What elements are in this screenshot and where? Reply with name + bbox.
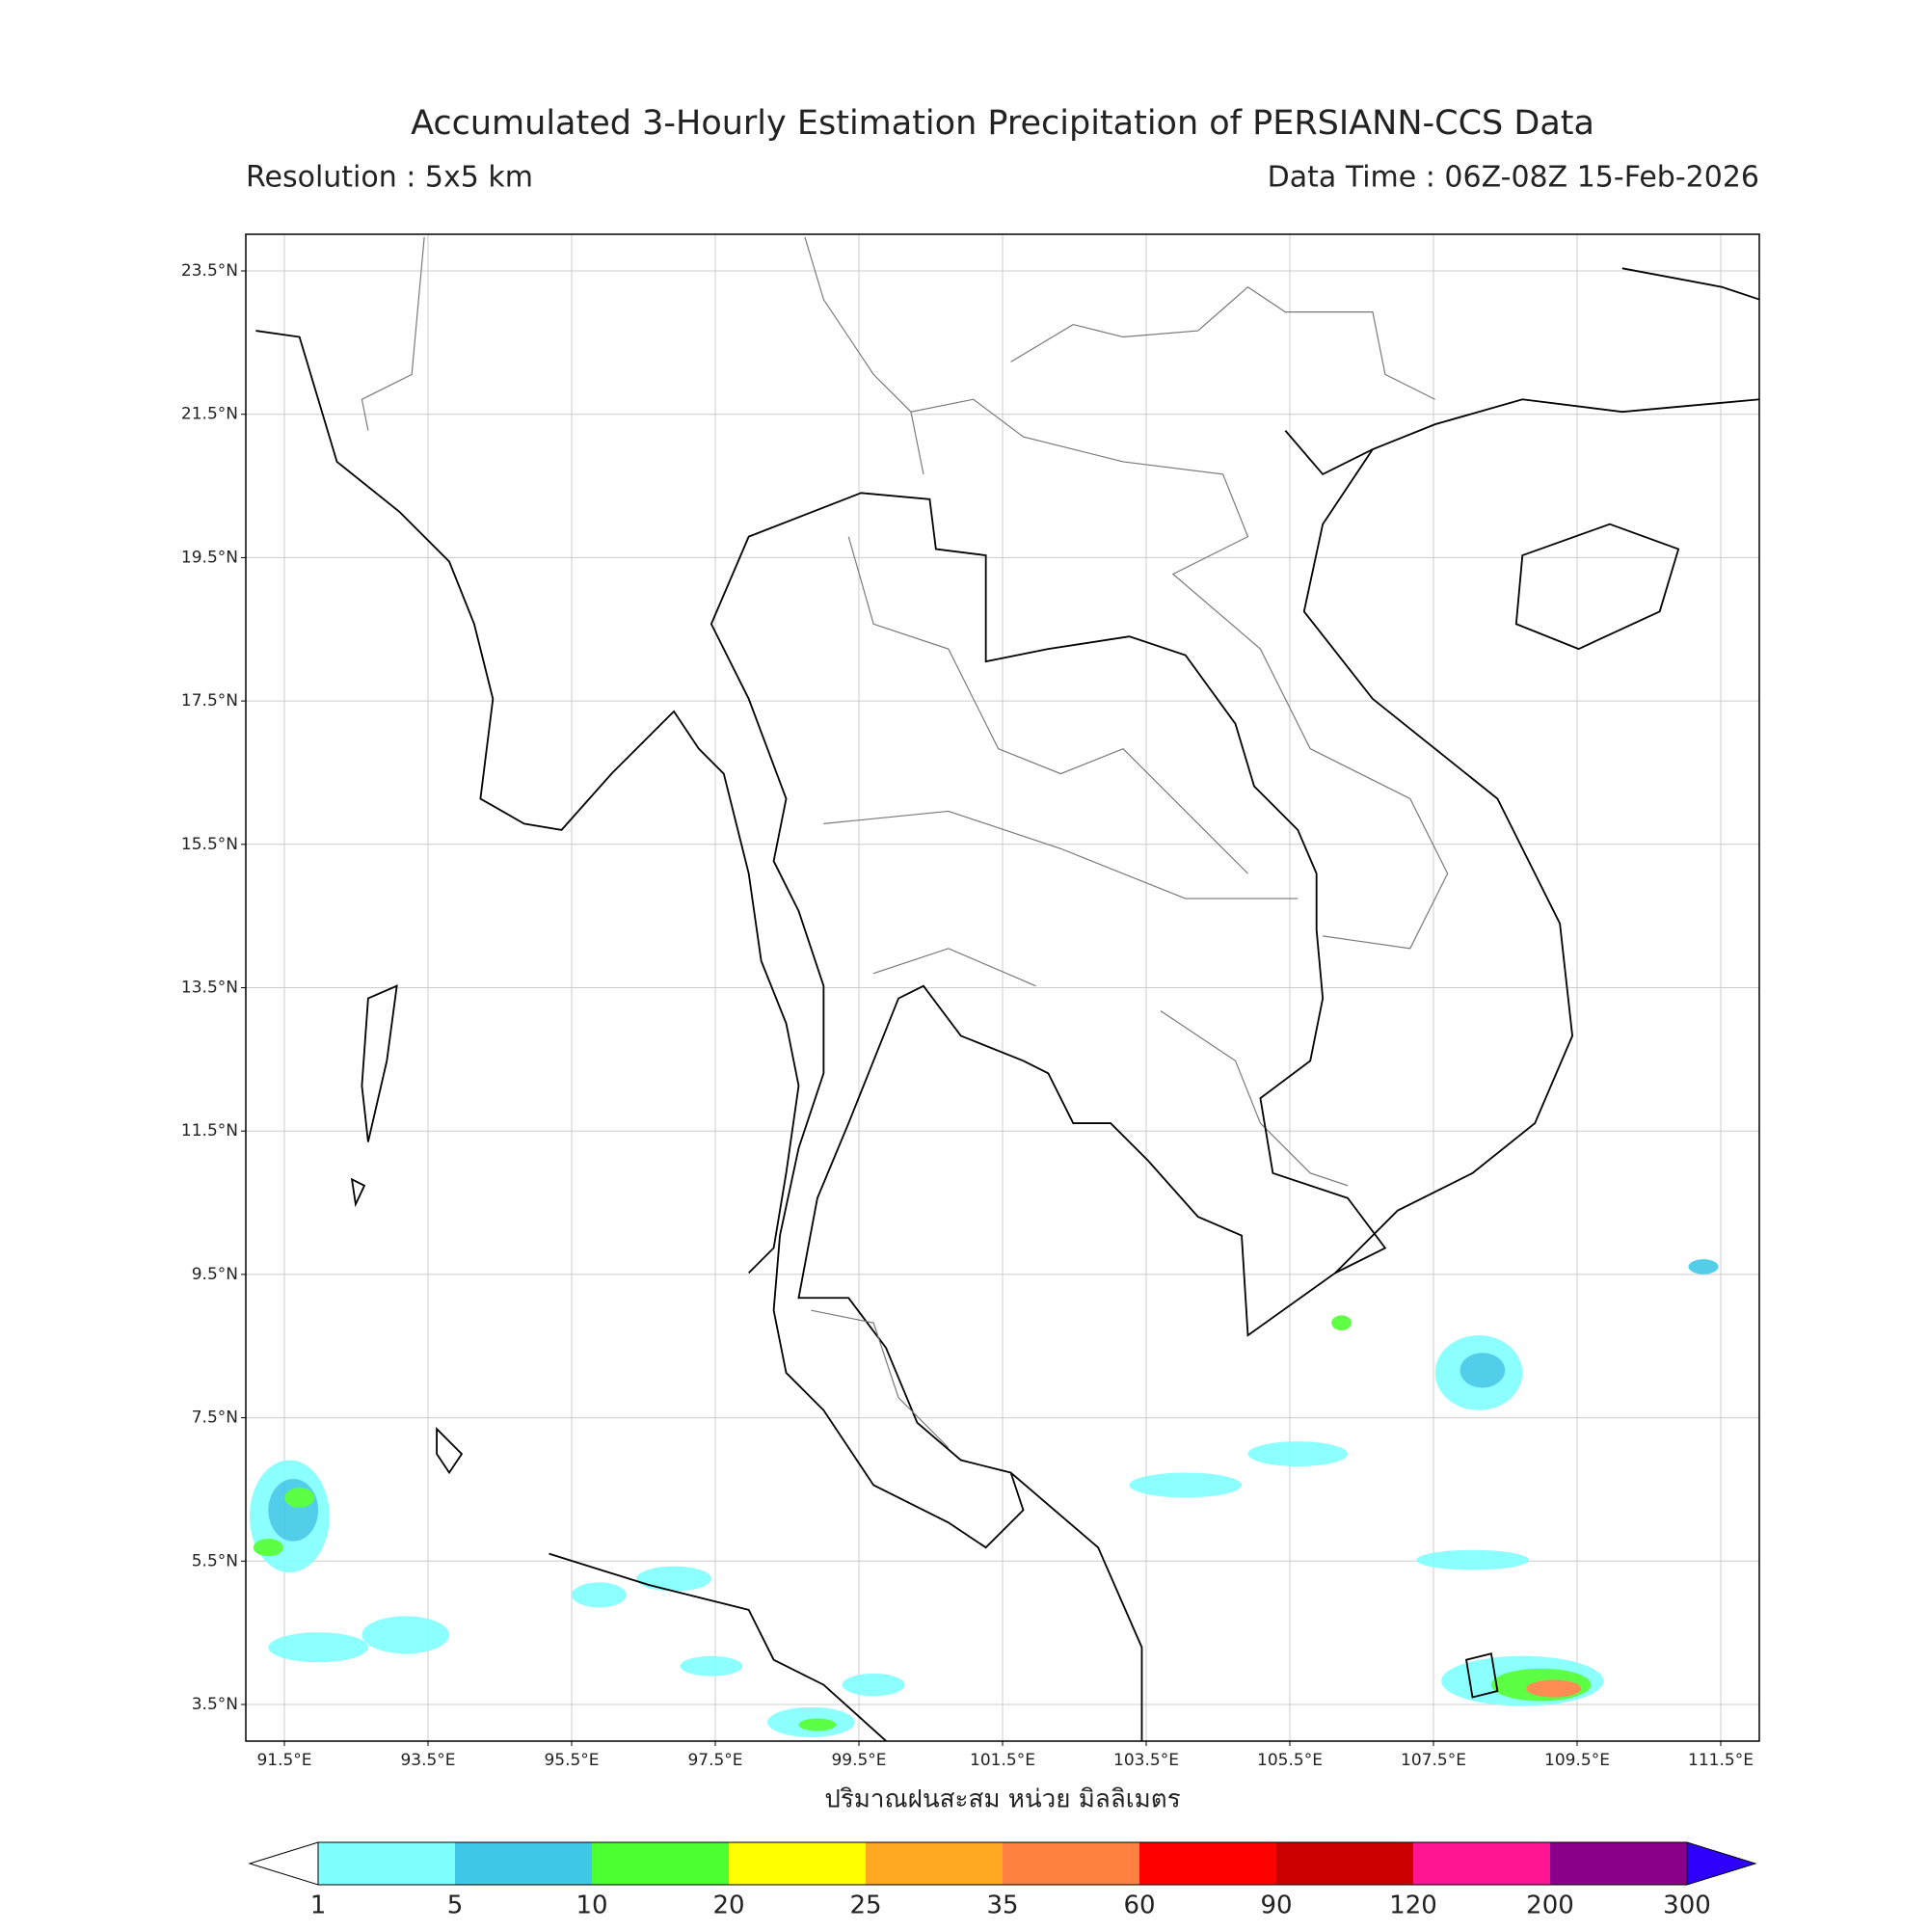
lat-tick-label: 19.5°N [181, 548, 238, 567]
colorbar: 1 5 10 20 25 35 60 90 120 200 300 [248, 1841, 1757, 1920]
x-axis-label: ปริมาณฝนสะสม หน่วย มิลลิเมตร [824, 1785, 1180, 1814]
colorbar-segment [729, 1842, 867, 1885]
lat-tick-label: 7.5°N [192, 1409, 238, 1428]
colorbar-segment [592, 1842, 730, 1885]
colorbar-segment [1139, 1842, 1277, 1885]
lon-tick-label: 107.5°E [1401, 1751, 1466, 1770]
colorbar-tick-label: 35 [986, 1892, 1018, 1920]
lat-tick-label: 15.5°N [181, 835, 238, 854]
data-time: Data Time : 06Z-08Z 15-Feb-2026 [1268, 161, 1759, 195]
colorbar-segment [455, 1842, 593, 1885]
grid: 23.5°N 21.5°N 19.5°N 17.5°N 15.5°N 13.5°N 11.5… [181, 234, 1759, 1770]
colorbar-tick-label: 90 [1260, 1892, 1292, 1920]
colorbar-segment [1413, 1842, 1551, 1885]
rain [249, 1259, 1719, 1737]
title: Accumulated 3-Hourly Estimation Precipit… [411, 104, 1594, 143]
lat-tick-label: 11.5°N [181, 1121, 238, 1140]
lat-tick-label: 5.5°N [192, 1551, 238, 1570]
colorbar-outline [317, 1841, 1688, 1886]
lon-tick-label: 109.5°E [1544, 1751, 1610, 1770]
lat-tick-label: 17.5°N [181, 691, 238, 711]
map-frame [245, 233, 1760, 1742]
colorbar-tick-label: 5 [447, 1892, 464, 1920]
lon-tick-label: 103.5°E [1113, 1751, 1179, 1770]
colorbar-tick-label: 300 [1663, 1892, 1711, 1920]
colorbar-tick-label: 25 [849, 1892, 881, 1920]
lon-tick-label: 99.5°E [831, 1751, 886, 1770]
resolution: Resolution : 5x5 km [246, 161, 533, 195]
colorbar-tick-label: 10 [576, 1892, 607, 1920]
lat-tick-label: 13.5°N [181, 979, 238, 998]
colorbar-segment [1550, 1842, 1688, 1885]
colorbar-tick-label: 60 [1123, 1892, 1155, 1920]
lon-tick-label: 101.5°E [970, 1751, 1035, 1770]
lon-tick-label: 91.5°E [256, 1751, 311, 1770]
colorbar-tick-label: 1 [310, 1892, 327, 1920]
lon-tick-label: 97.5°E [687, 1751, 742, 1770]
lat-tick-label: 3.5°N [192, 1695, 238, 1714]
lon-tick-label: 105.5°E [1257, 1751, 1323, 1770]
lon-tick-label: 95.5°E [544, 1751, 599, 1770]
map-layer [249, 236, 1760, 1742]
colorbar-segment [1003, 1842, 1140, 1885]
lat-tick-label: 9.5°N [192, 1265, 238, 1284]
colorbar-tick-label: 20 [712, 1892, 744, 1920]
colorbar-segment [318, 1842, 456, 1885]
lat-tick-label: 21.5°N [181, 405, 238, 424]
lon-tick-label: 111.5°E [1688, 1751, 1754, 1770]
lon-tick-label: 93.5°E [400, 1751, 455, 1770]
colorbar-segment [1276, 1842, 1414, 1885]
colorbar-tick-label: 120 [1389, 1892, 1437, 1920]
lat-tick-label: 23.5°N [181, 261, 238, 281]
colorbar-under [248, 1841, 319, 1886]
colorbar-segment [866, 1842, 1004, 1885]
colorbar-over [1686, 1841, 1757, 1886]
colorbar-tick-label: 200 [1526, 1892, 1574, 1920]
